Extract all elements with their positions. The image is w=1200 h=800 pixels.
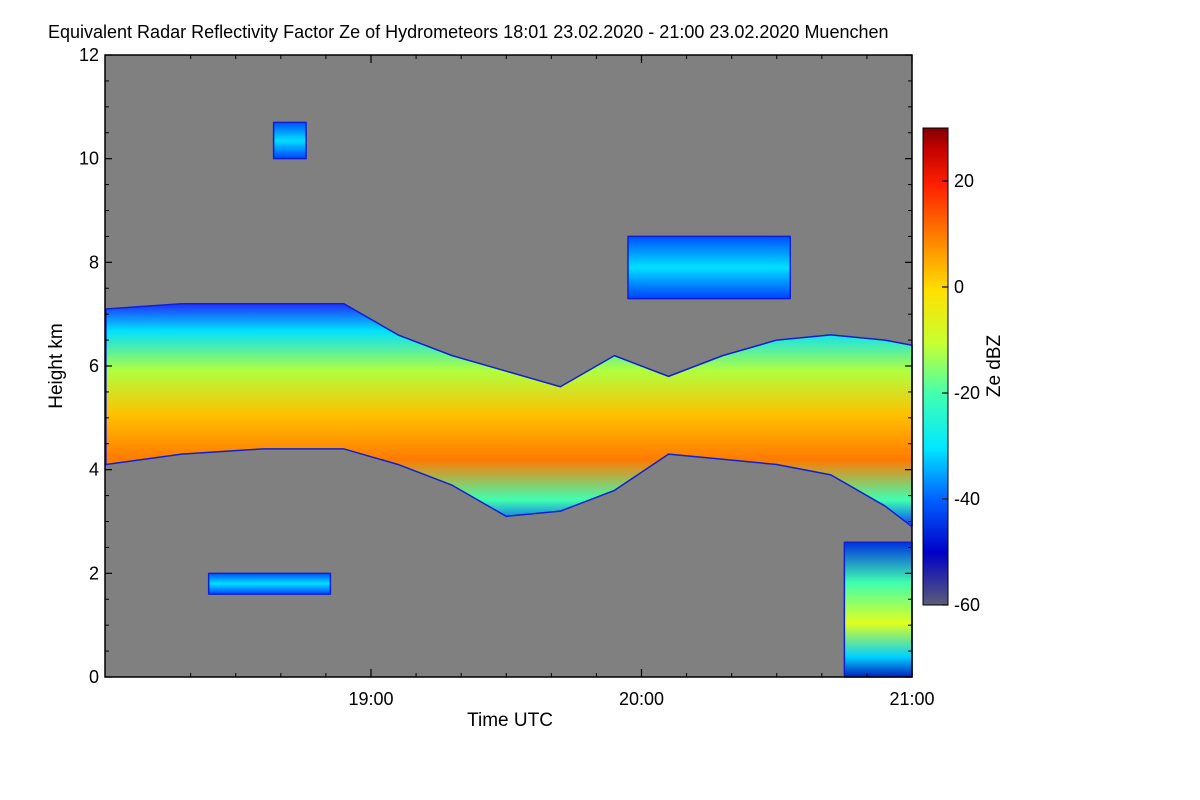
colorbar-tick-label: -60 [954,595,980,615]
colorbar-tick-label: -40 [954,489,980,509]
colorbar-tick-label: 20 [954,171,974,191]
x-tick-label: 19:00 [348,689,393,709]
x-tick-label: 21:00 [889,689,934,709]
y-tick-label: 6 [89,356,99,376]
y-tick-label: 8 [89,252,99,272]
y-tick-label: 10 [79,149,99,169]
reflectivity-field [105,121,913,678]
colorbar [922,127,949,606]
x-axis: 19:00 20:00 21:00 [190,55,935,709]
y-tick-label: 12 [79,45,99,65]
colorbar-tick-label: -20 [954,383,980,403]
chart-title: Equivalent Radar Reflectivity Factor Ze … [48,22,889,42]
y-axis-label: Height km [46,323,67,409]
y-tick-label: 2 [89,563,99,583]
precipitation-shaft [843,541,913,678]
y-axis: 0 2 4 6 8 10 12 [79,45,912,687]
colorbar-tick-label: 0 [954,277,964,297]
colorbar-ticks: 20 0 -20 -40 -60 [942,171,980,615]
y-tick-label: 0 [89,667,99,687]
boundary-layer-2km [207,572,332,595]
x-axis-label: Time UTC [467,710,553,731]
y-tick-label: 4 [89,460,99,480]
cirrus-patch-10km [272,121,307,160]
colorbar-label: Ze dBZ [984,334,1005,397]
x-tick-label: 20:00 [619,689,664,709]
upper-layer-8km [627,235,792,300]
